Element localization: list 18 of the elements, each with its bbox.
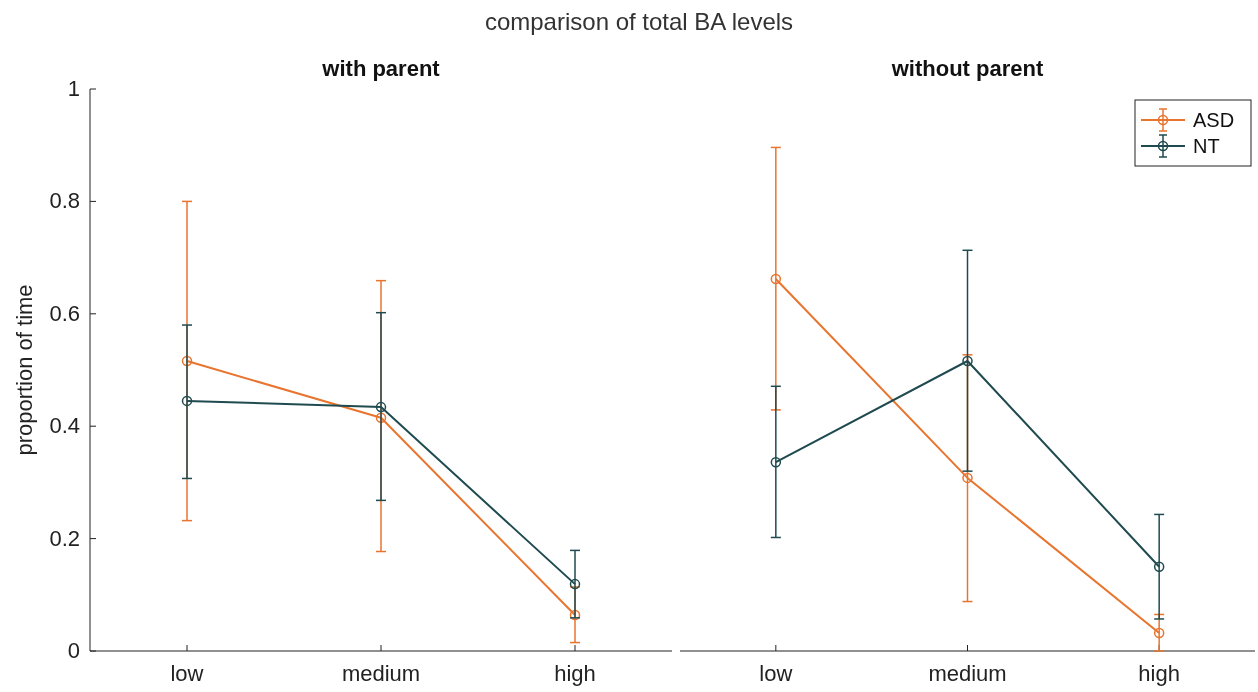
legend-label: ASD — [1193, 109, 1235, 131]
x-tick-label: medium — [928, 661, 1007, 686]
y-tick-label: 1 — [67, 76, 80, 101]
y-tick-label: 0 — [67, 638, 80, 663]
y-axis-title: proportion of time — [12, 284, 37, 456]
chart-title: with parent — [321, 56, 441, 81]
y-tick-label: 0.2 — [49, 525, 80, 551]
chart-title: without parent — [890, 56, 1044, 81]
x-tick-label: medium — [341, 661, 421, 686]
y-tick-label: 0.8 — [49, 188, 80, 214]
x-tick-label: high — [554, 661, 596, 686]
text: comparison of total BA levels — [484, 8, 794, 35]
x-tick-label: high — [1138, 661, 1180, 686]
x-tick-label: low — [759, 661, 793, 686]
legend-label: NT — [1193, 135, 1220, 157]
y-tick-label: 0.4 — [49, 413, 80, 439]
y-tick-label: 0.6 — [49, 300, 80, 326]
x-tick-label: low — [170, 661, 204, 686]
